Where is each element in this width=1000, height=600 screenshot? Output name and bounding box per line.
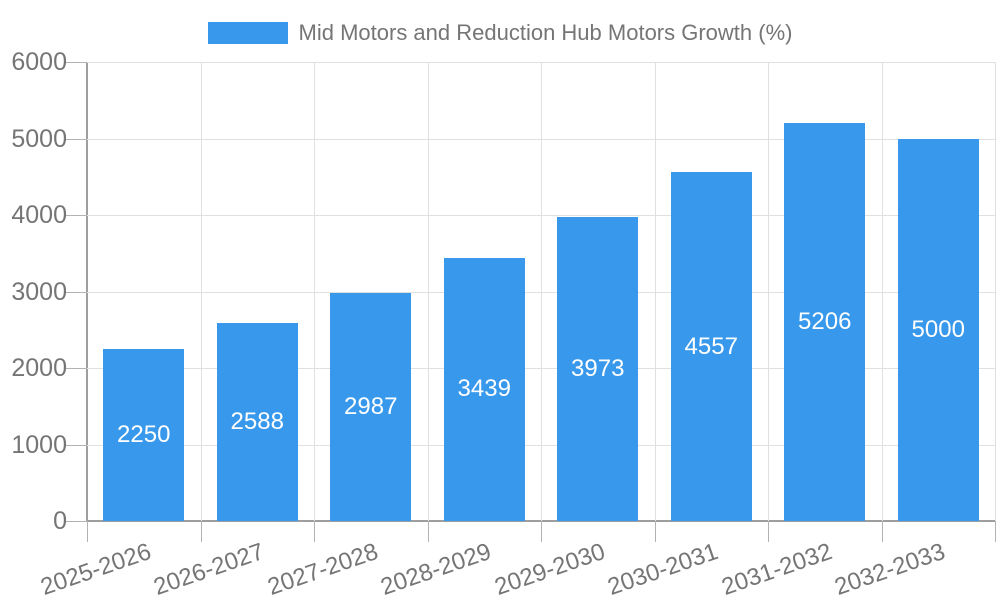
bar-value-label: 2250 <box>117 420 171 448</box>
x-gridline <box>314 62 315 521</box>
bar[interactable]: 5000 <box>897 138 979 521</box>
x-gridline <box>200 62 202 521</box>
y-tick-mark <box>65 368 87 369</box>
bar-value-label: 2588 <box>230 408 284 436</box>
bar-value-label: 4557 <box>684 332 738 360</box>
x-tick-label: 2029-2030 <box>491 538 609 600</box>
bar[interactable]: 3439 <box>443 257 525 521</box>
x-tick-label: 2031-2032 <box>718 538 836 600</box>
bar[interactable]: 3973 <box>557 217 639 521</box>
x-tick-mark <box>881 521 883 542</box>
y-tick-mark <box>65 291 87 293</box>
y-tick-mark <box>65 215 87 216</box>
bar-value-label: 3439 <box>457 375 511 403</box>
chart-legend[interactable]: Mid Motors and Reduction Hub Motors Grow… <box>0 20 1000 46</box>
y-tick-label: 3000 <box>11 277 67 306</box>
x-tick-mark <box>200 521 202 542</box>
x-tick-label: 2025-2026 <box>37 538 155 600</box>
x-tick-mark <box>427 521 429 542</box>
legend-swatch-icon <box>207 22 288 44</box>
y-tick-label: 4000 <box>11 201 67 229</box>
x-tick-label: 2028-2029 <box>377 538 496 600</box>
plot-area: 2250 2588 2987 3439 3973 4557 5206 5000 <box>86 62 996 522</box>
bar[interactable]: 2987 <box>330 292 412 521</box>
x-tick-mark <box>768 521 769 542</box>
bar[interactable]: 2588 <box>216 323 298 521</box>
bar[interactable]: 2250 <box>103 348 185 521</box>
bar[interactable]: 5206 <box>784 122 866 521</box>
y-tick-mark <box>65 138 87 140</box>
y-tick-label: 2000 <box>11 354 67 382</box>
bar-value-label: 5206 <box>798 307 852 335</box>
x-gridline <box>541 62 542 521</box>
bar-value-label: 5000 <box>911 315 965 343</box>
y-tick-label: 5000 <box>11 124 67 153</box>
y-tick-mark <box>65 521 87 522</box>
x-gridline <box>768 62 769 521</box>
x-tick-mark <box>995 521 996 542</box>
y-tick-mark <box>65 62 87 63</box>
x-tick-mark <box>654 521 656 542</box>
y-tick-label: 6000 <box>11 48 67 76</box>
x-gridline <box>427 62 429 521</box>
bar-value-label: 2987 <box>344 392 398 420</box>
x-gridline <box>654 62 656 521</box>
x-tick-label: 2026-2027 <box>150 538 269 600</box>
x-gridline <box>881 62 883 521</box>
x-tick-mark <box>314 521 315 542</box>
x-tick-mark <box>541 521 542 542</box>
x-tick-label: 2027-2028 <box>264 538 382 600</box>
x-tick-label: 2030-2031 <box>604 538 723 600</box>
x-tick-mark <box>87 521 88 542</box>
bar-value-label: 3973 <box>571 355 625 383</box>
y-tick-label: 1000 <box>11 430 67 459</box>
bar[interactable]: 4557 <box>670 172 752 521</box>
x-tick-label: 2032-2033 <box>831 538 950 600</box>
y-tick-label: 0 <box>53 507 67 535</box>
x-gridline <box>995 62 996 521</box>
y-tick-mark <box>65 444 87 446</box>
legend-label: Mid Motors and Reduction Hub Motors Grow… <box>298 20 793 45</box>
